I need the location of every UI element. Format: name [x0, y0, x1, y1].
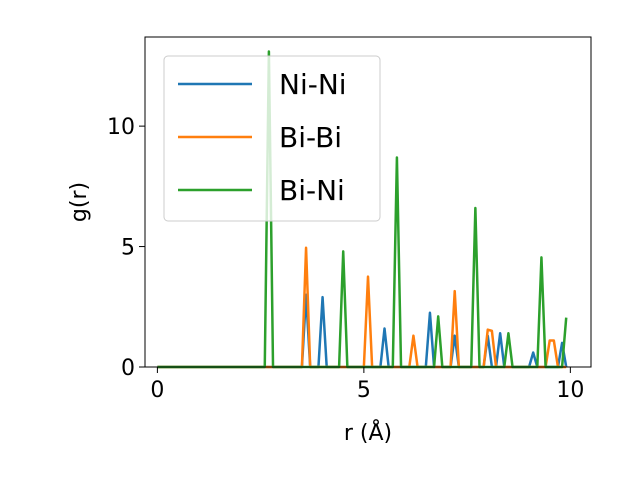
x-tick-label: 0 — [150, 378, 164, 403]
y-axis-label: g(r) — [67, 182, 92, 222]
x-tick-label: 10 — [556, 378, 584, 403]
y-tick-label: 5 — [121, 236, 135, 261]
legend-label-ni-ni: Ni-Ni — [279, 68, 347, 101]
legend: Ni-Ni Bi-Bi Bi-Ni — [163, 55, 381, 222]
y-axis-ticks: 0 5 10 — [107, 115, 145, 381]
plot-frame — [144, 36, 592, 368]
x-tick-label: 5 — [357, 378, 371, 403]
y-tick-label: 0 — [121, 356, 135, 381]
legend-label-bi-bi: Bi-Bi — [279, 121, 342, 154]
y-tick-label: 10 — [107, 115, 135, 140]
legend-box — [163, 55, 381, 222]
x-axis-ticks: 0 5 10 — [150, 367, 584, 403]
legend-label-bi-ni: Bi-Ni — [279, 174, 345, 207]
x-axis-label: r (Å) — [344, 419, 392, 446]
